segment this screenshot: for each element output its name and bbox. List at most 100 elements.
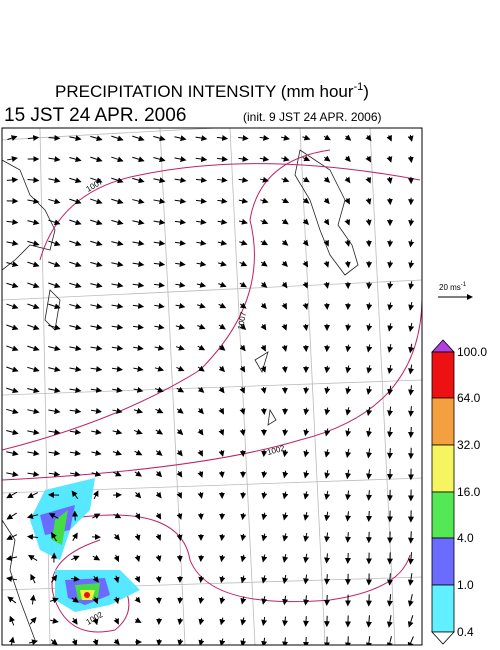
wind-arrow	[345, 532, 352, 543]
wind-arrow	[29, 617, 37, 625]
wind-arrow	[344, 239, 351, 247]
wind-arrow	[69, 387, 82, 394]
wind-arrow	[72, 510, 79, 521]
wind-arrow	[302, 323, 309, 331]
wind-arrow	[27, 219, 40, 226]
wind-arrow	[217, 218, 228, 225]
wind-arrow	[407, 134, 414, 142]
wind-arrow	[112, 428, 123, 435]
wind-arrow	[196, 260, 207, 267]
wind-arrow	[282, 533, 289, 542]
wind-arrow	[303, 595, 310, 606]
wind-arrow	[323, 197, 330, 205]
wind-arrow	[282, 616, 289, 627]
wind-arrow	[345, 365, 352, 374]
wind-arrow	[324, 490, 331, 501]
valid-time: 15 JST 24 APR. 2006	[4, 105, 186, 126]
wind-arrow	[197, 449, 203, 457]
wind-arrow	[303, 553, 310, 564]
wind-arrow	[50, 617, 59, 624]
wind-arrow	[27, 240, 40, 247]
map-area: 1007 1007 1002 1002	[2, 128, 422, 645]
wind-arrow	[27, 387, 40, 394]
wind-arrow	[132, 198, 145, 205]
wind-arrow	[134, 554, 141, 563]
wind-arrow	[6, 366, 19, 373]
title: PRECIPITATION INTENSITY (mm hour-1)	[55, 81, 369, 101]
wind-arrow	[134, 575, 141, 583]
wind-arrow	[324, 532, 331, 543]
wind-arrow	[239, 323, 247, 330]
wind-arrow	[113, 533, 121, 541]
wind-arrow	[51, 574, 58, 583]
wind-arrow	[386, 615, 393, 628]
wind-arrow	[71, 638, 78, 645]
wind-arrow	[155, 470, 163, 478]
wind-arrow	[198, 617, 205, 626]
wind-arrow	[113, 638, 120, 645]
wind-arrow	[281, 260, 288, 268]
wind-arrow	[303, 532, 310, 543]
wind-arrow	[113, 596, 120, 605]
wind-arrow	[195, 156, 208, 163]
wind-arrow	[48, 450, 61, 457]
wind-arrow	[281, 197, 290, 204]
wind-arrow	[174, 177, 187, 184]
wind-arrow	[324, 428, 331, 437]
wind-arrow	[6, 429, 19, 436]
wind-arrow	[155, 407, 164, 414]
wind-arrow	[27, 492, 38, 498]
wind-arrow	[6, 408, 19, 415]
wind-arrow	[261, 596, 268, 605]
wind-arrow	[48, 198, 61, 205]
wind-arrow	[261, 512, 268, 521]
wind-arrow	[387, 427, 394, 438]
map-frame	[1, 127, 423, 646]
wind-arrow	[303, 616, 310, 627]
wind-arrow	[155, 491, 162, 499]
wind-arrow	[153, 282, 165, 288]
wind-arrow	[281, 176, 290, 183]
wind-arrow	[261, 575, 268, 584]
wind-arrow	[6, 471, 19, 478]
isobars	[2, 149, 422, 633]
wind-arrow	[177, 596, 184, 605]
wind-arrow	[324, 574, 331, 585]
wind-arrow	[132, 219, 145, 226]
wind-arrow	[196, 218, 207, 225]
wind-arrow	[29, 594, 36, 605]
wind-arrow	[323, 155, 331, 162]
wind-arrow	[112, 407, 123, 414]
wind-arrow	[345, 407, 352, 416]
colorbar-labels: 100.0 64.0 32.0 16.0 4.0 1.0 0.4	[457, 345, 487, 639]
wind-arrow	[345, 386, 352, 395]
wind-arrow	[408, 260, 415, 269]
wind-arrow	[196, 239, 207, 246]
wind-arrow	[90, 135, 103, 142]
wind-arrow	[302, 155, 311, 162]
wind-arrow	[69, 429, 82, 435]
wind-arrow	[6, 176, 19, 183]
wind-arrow	[366, 406, 373, 417]
wind-arrow	[261, 491, 268, 500]
wind-arrow	[48, 177, 61, 184]
wind-arrow	[176, 533, 183, 541]
wind-arrow	[197, 512, 204, 520]
wind-arrow	[175, 281, 186, 288]
wind-arrow	[177, 638, 184, 645]
wind-arrow	[49, 597, 59, 604]
wind-arrow	[218, 428, 225, 436]
wind-arrow	[366, 510, 372, 523]
wind-arrow	[260, 218, 269, 225]
wind-arrow	[281, 239, 289, 246]
wind-arrow	[260, 365, 267, 373]
wind-arrow	[92, 513, 101, 520]
wind-arrow	[238, 197, 249, 204]
wind-arrow	[132, 135, 145, 142]
wind-arrow	[154, 365, 165, 372]
wind-arrow	[6, 512, 17, 520]
wind-arrow	[217, 156, 228, 162]
wind-arrow	[344, 219, 351, 226]
wind-scale-label: 20 ms-1	[439, 282, 467, 292]
